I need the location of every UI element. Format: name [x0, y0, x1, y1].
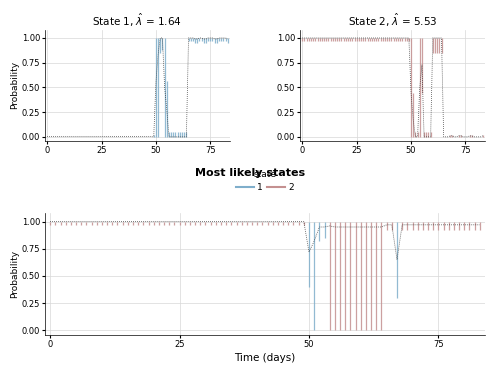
Legend: 1, 2: 1, 2	[232, 166, 298, 196]
Title: State 1, $\hat{\lambda}$ = 1.64: State 1, $\hat{\lambda}$ = 1.64	[92, 12, 182, 29]
Title: State 2, $\hat{\lambda}$ = 5.53: State 2, $\hat{\lambda}$ = 5.53	[348, 12, 438, 29]
Y-axis label: Probability: Probability	[10, 61, 19, 109]
Y-axis label: Probability: Probability	[10, 250, 19, 298]
X-axis label: Time (days): Time (days)	[234, 353, 296, 363]
Text: Most likely states: Most likely states	[195, 168, 305, 178]
